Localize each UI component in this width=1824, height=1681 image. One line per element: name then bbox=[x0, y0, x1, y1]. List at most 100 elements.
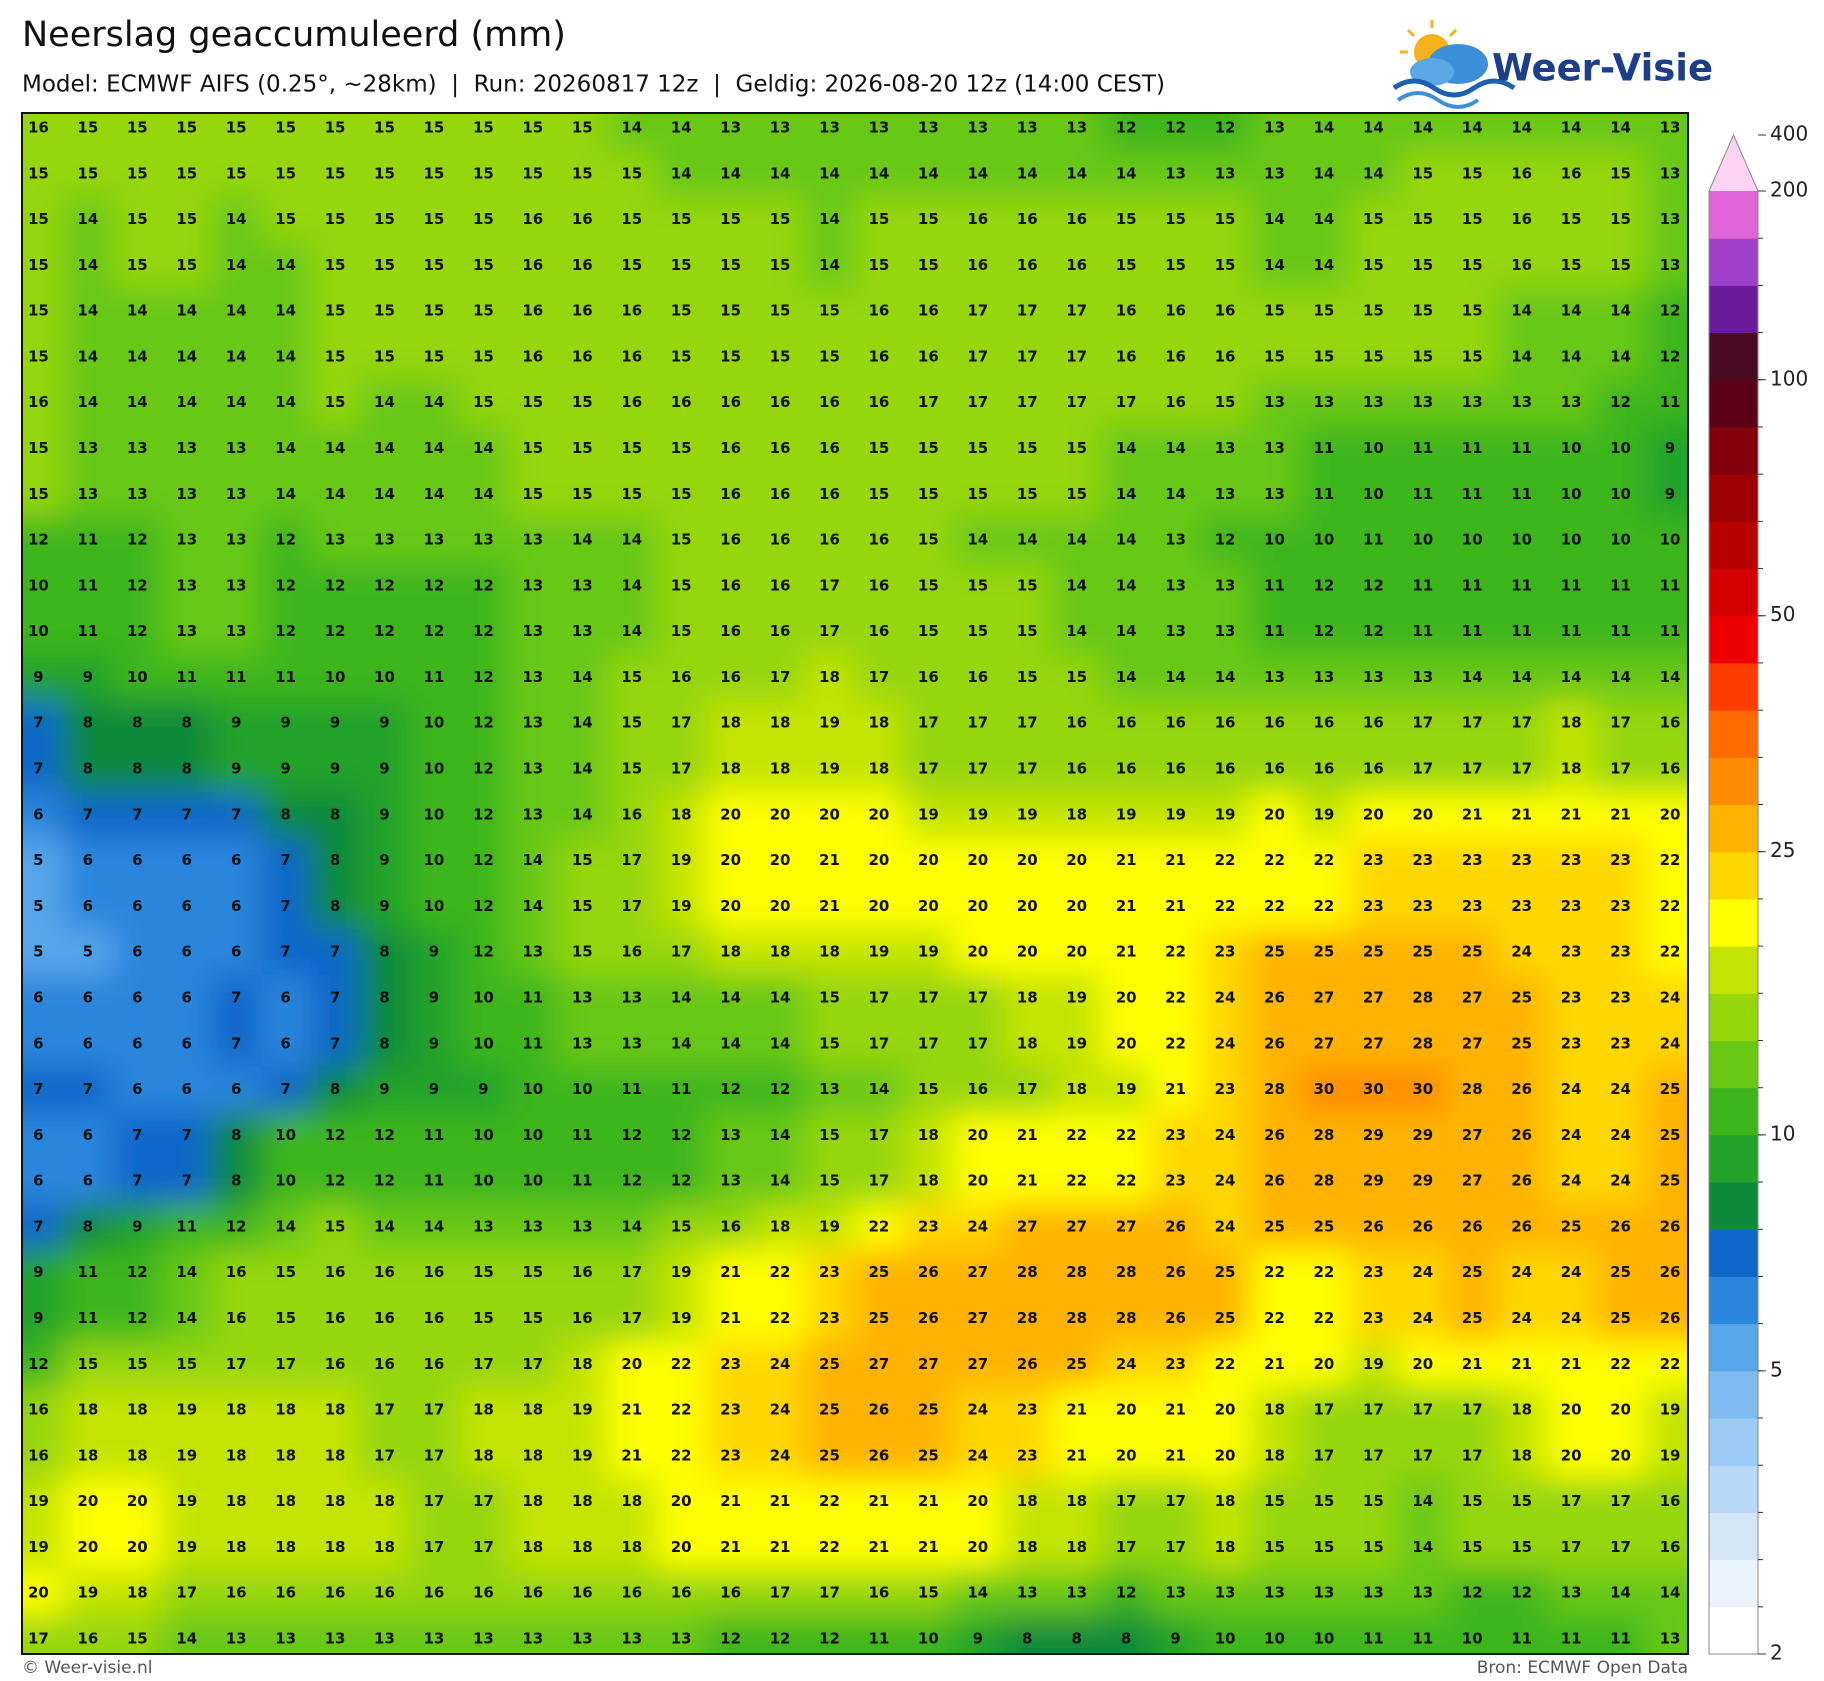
value-label: 14 bbox=[1561, 119, 1582, 137]
field-cell bbox=[1150, 1249, 1202, 1297]
value-label: 23 bbox=[1363, 897, 1384, 915]
field-cell bbox=[1101, 1570, 1152, 1618]
field-cell bbox=[409, 196, 460, 244]
value-label: 23 bbox=[1165, 1126, 1186, 1144]
field-cell bbox=[1051, 608, 1103, 656]
field-cell bbox=[903, 150, 955, 198]
value-label: 21 bbox=[1066, 1446, 1087, 1464]
value-label: 23 bbox=[1462, 851, 1483, 869]
value-label: 13 bbox=[424, 1630, 445, 1648]
field-cell bbox=[1595, 1158, 1647, 1206]
value-label: 10 bbox=[1610, 531, 1631, 549]
field-cell bbox=[705, 700, 757, 748]
field-cell bbox=[557, 700, 608, 748]
value-label: 17 bbox=[868, 988, 889, 1006]
field-cell bbox=[1051, 1020, 1103, 1068]
field-cell bbox=[211, 1295, 262, 1343]
value-label: 15 bbox=[918, 210, 939, 228]
field-cell bbox=[1645, 150, 1688, 198]
field-cell bbox=[162, 517, 213, 564]
field-cell bbox=[22, 837, 65, 885]
value-label: 15 bbox=[1363, 302, 1384, 320]
field-cell bbox=[557, 1066, 608, 1114]
value-label: 15 bbox=[918, 256, 939, 274]
value-label: 14 bbox=[967, 164, 988, 182]
value-label: 17 bbox=[1116, 393, 1137, 411]
field-cell bbox=[1051, 1066, 1103, 1114]
field-cell bbox=[705, 113, 757, 152]
value-label: 17 bbox=[1412, 760, 1433, 778]
value-label: 16 bbox=[572, 347, 593, 365]
value-label: 17 bbox=[1165, 1538, 1186, 1556]
field-cell bbox=[606, 1478, 658, 1526]
field-cell bbox=[1398, 1387, 1449, 1434]
value-label: 25 bbox=[819, 1401, 840, 1419]
value-label: 19 bbox=[1363, 1355, 1384, 1373]
field-cell bbox=[953, 471, 1004, 519]
value-label: 20 bbox=[1660, 805, 1681, 823]
colorbar-segment bbox=[1709, 238, 1758, 286]
field-cell bbox=[22, 1432, 65, 1480]
value-label: 13 bbox=[1264, 393, 1285, 411]
field-cell bbox=[1150, 1432, 1202, 1480]
field-cell bbox=[1546, 334, 1597, 381]
value-label: 15 bbox=[77, 119, 98, 137]
field-cell bbox=[1496, 196, 1548, 244]
value-label: 13 bbox=[226, 439, 247, 457]
field-cell bbox=[1002, 288, 1053, 336]
value-label: 20 bbox=[77, 1538, 98, 1556]
field-cell bbox=[755, 113, 806, 152]
field-cell bbox=[211, 471, 262, 519]
field-cell bbox=[755, 1341, 806, 1389]
field-cell bbox=[1348, 1341, 1400, 1389]
field-cell bbox=[260, 1020, 312, 1068]
field-cell bbox=[1496, 746, 1548, 793]
field-cell bbox=[162, 700, 213, 748]
value-label: 16 bbox=[621, 1584, 642, 1602]
value-label: 16 bbox=[720, 1584, 741, 1602]
value-label: 14 bbox=[1561, 302, 1582, 320]
value-label: 11 bbox=[1412, 622, 1433, 640]
field-cell bbox=[557, 242, 608, 290]
field-cell bbox=[260, 379, 312, 427]
value-label: 14 bbox=[770, 164, 791, 182]
value-label: 14 bbox=[572, 714, 593, 732]
value-label: 17 bbox=[374, 1401, 395, 1419]
field-cell bbox=[1447, 1020, 1498, 1068]
field-cell bbox=[1002, 1524, 1053, 1572]
value-label: 13 bbox=[1660, 119, 1681, 137]
value-label: 17 bbox=[967, 760, 988, 778]
value-label: 15 bbox=[1462, 256, 1483, 274]
value-label: 14 bbox=[275, 439, 296, 457]
value-label: 10 bbox=[1561, 531, 1582, 549]
value-label: 24 bbox=[1116, 1355, 1137, 1373]
colorbar-segment bbox=[1709, 1134, 1758, 1183]
value-label: 30 bbox=[1412, 1080, 1433, 1098]
field-cell bbox=[1249, 1066, 1301, 1114]
field-cell bbox=[854, 837, 905, 885]
field-cell bbox=[953, 1570, 1004, 1618]
value-label: 11 bbox=[868, 1630, 889, 1648]
value-label: 5 bbox=[33, 851, 43, 869]
value-label: 13 bbox=[226, 576, 247, 594]
value-label: 7 bbox=[33, 714, 43, 732]
field-cell bbox=[1299, 1570, 1350, 1618]
field-cell bbox=[705, 1204, 757, 1251]
field-cell bbox=[1150, 654, 1202, 702]
value-label: 15 bbox=[1561, 256, 1582, 274]
value-label: 13 bbox=[819, 1080, 840, 1098]
field-cell bbox=[1249, 1158, 1301, 1206]
field-cell bbox=[1645, 517, 1688, 564]
value-label: 15 bbox=[1017, 622, 1038, 640]
field-cell bbox=[458, 242, 510, 290]
field-cell bbox=[557, 288, 608, 336]
value-label: 11 bbox=[1561, 576, 1582, 594]
value-label: 26 bbox=[918, 1309, 939, 1327]
field-cell bbox=[1299, 1158, 1350, 1206]
value-label: 20 bbox=[1412, 805, 1433, 823]
value-label: 18 bbox=[1066, 805, 1087, 823]
field-cell bbox=[260, 1249, 312, 1297]
value-label: 15 bbox=[522, 1263, 543, 1281]
value-label: 30 bbox=[1363, 1080, 1384, 1098]
field-cell bbox=[1101, 1112, 1152, 1160]
